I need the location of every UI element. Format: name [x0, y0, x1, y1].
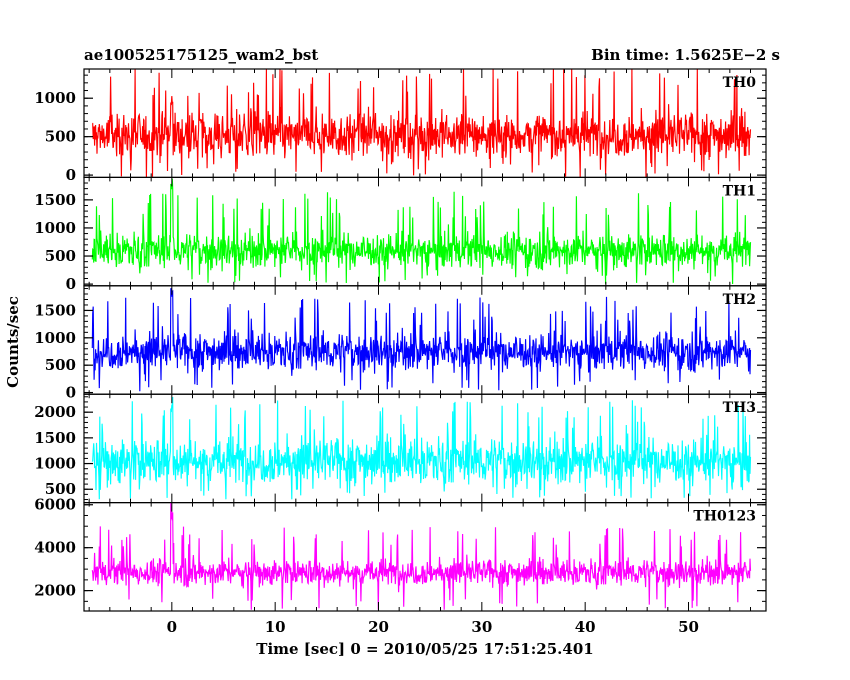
panel-frame — [83, 502, 767, 612]
y-tick-label: 1000 — [34, 455, 76, 473]
y-tick-label: 500 — [45, 128, 76, 146]
chart-title-right: Bin time: 1.5625E−2 s — [591, 46, 780, 64]
panel-frame — [83, 176, 767, 287]
panel-label-th0: TH0 — [723, 75, 757, 91]
y-tick-label: 500 — [45, 356, 76, 374]
light-curve-th1 — [91, 178, 752, 285]
y-tick-label: 0 — [66, 166, 76, 184]
y-tick-label: 1500 — [34, 429, 76, 447]
light-curve-th0 — [92, 69, 752, 178]
panel-frame — [83, 393, 767, 504]
y-tick-label: 500 — [45, 247, 76, 265]
light-curve-th2 — [91, 288, 752, 392]
x-tick-label: 40 — [575, 618, 596, 636]
y-tick-label: 1000 — [34, 219, 76, 237]
y-axis-label: Counts/sec — [4, 296, 22, 388]
x-tick-label: 0 — [167, 618, 177, 636]
x-tick-label: 20 — [368, 618, 389, 636]
x-axis-label: Time [sec] 0 = 2010/05/25 17:51:25.401 — [256, 640, 593, 658]
y-tick-label: 1500 — [34, 301, 76, 319]
panel-th0: 0 500 1000 TH0 — [34, 68, 767, 184]
x-tick-label: 10 — [265, 618, 286, 636]
panel-label-th2: TH2 — [723, 292, 756, 308]
light-curve-th3 — [91, 396, 752, 500]
y-tick-label: 1000 — [34, 329, 76, 347]
panel-label-th0123: TH0123 — [693, 509, 756, 525]
y-tick-label: 4000 — [34, 539, 76, 557]
x-tick-label: 50 — [678, 618, 699, 636]
x-tick-label: 30 — [471, 618, 492, 636]
light-curve-th0123 — [91, 502, 752, 610]
y-tick-label: 0 — [66, 275, 76, 293]
panels-group: 0 500 1000 TH0 0 500 1000 1500 TH1 0 500 1000 1500 TH… — [34, 68, 767, 612]
y-tick-label: 500 — [45, 480, 76, 498]
panel-th1: 0 500 1000 1500 TH1 — [34, 176, 767, 293]
y-tick-label: 1000 — [34, 89, 76, 107]
x-axis: 0 10 20 30 40 50 — [167, 618, 699, 636]
y-tick-label: 6000 — [34, 496, 76, 514]
panel-th3: 500 1000 1500 2000 TH3 — [34, 393, 767, 504]
y-tick-label: 0 — [66, 384, 76, 402]
chart-title-left: ae100525175125_wam2_bst — [84, 46, 318, 64]
panel-label-th3: TH3 — [723, 400, 756, 416]
y-tick-label: 2000 — [34, 403, 76, 421]
panel-th0123: 2000 4000 6000 TH0123 — [34, 496, 767, 612]
y-tick-label: 2000 — [34, 582, 76, 600]
panel-label-th1: TH1 — [723, 183, 756, 199]
panel-th2: 0 500 1000 1500 TH2 — [34, 285, 767, 402]
y-tick-label: 1500 — [34, 191, 76, 209]
